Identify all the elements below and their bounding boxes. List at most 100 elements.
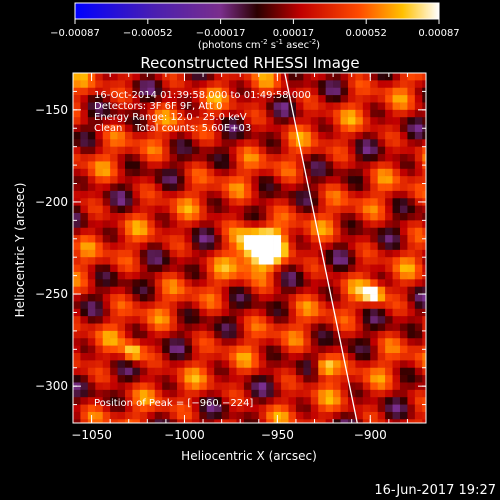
heatmap-cell	[117, 109, 126, 118]
heatmap-cell	[347, 353, 356, 361]
heatmap-cell	[385, 87, 393, 96]
heatmap-cell	[162, 375, 170, 383]
heatmap-cell	[162, 271, 170, 280]
heatmap-cell	[303, 102, 312, 111]
heatmap-cell	[325, 257, 334, 265]
heatmap-cell	[422, 139, 426, 148]
heatmap-cell	[110, 389, 118, 398]
heatmap-cell	[407, 131, 416, 140]
heatmap-cell	[206, 183, 215, 192]
heatmap-cell	[340, 375, 349, 383]
heatmap-cell	[347, 360, 356, 369]
heatmap-cell	[80, 190, 89, 199]
heatmap-cell	[273, 301, 282, 310]
heatmap-cell	[73, 323, 81, 332]
heatmap-cell	[333, 235, 341, 243]
heatmap-cell	[340, 397, 349, 405]
heatmap-cell	[251, 124, 260, 133]
heatmap-cell	[422, 220, 426, 229]
heatmap-cell	[229, 109, 237, 118]
heatmap-cell	[102, 205, 111, 214]
heatmap-cell	[318, 345, 326, 354]
heatmap-cell	[303, 345, 312, 354]
heatmap-cell	[147, 73, 156, 81]
heatmap-cell	[399, 87, 408, 96]
heatmap-cell	[214, 279, 222, 288]
heatmap-cell	[132, 168, 141, 177]
heatmap-cell	[206, 301, 215, 310]
heatmap-cell	[288, 131, 297, 140]
heatmap-cell	[229, 235, 237, 243]
heatmap-cell	[229, 419, 237, 423]
heatmap-cell	[295, 286, 304, 295]
heatmap-cell	[355, 161, 364, 170]
heatmap-cell	[95, 242, 104, 251]
heatmap-cell	[125, 286, 133, 295]
heatmap-cell	[177, 139, 185, 148]
heatmap-cell	[147, 411, 156, 420]
heatmap-cell	[229, 183, 237, 192]
heatmap-cell	[214, 375, 222, 383]
heatmap-cell	[154, 139, 163, 148]
heatmap-cell	[325, 294, 334, 302]
heatmap-cell	[117, 80, 126, 89]
heatmap-cell	[206, 227, 215, 236]
heatmap-cell	[258, 183, 267, 192]
heatmap-cell	[229, 389, 237, 398]
heatmap-cell	[303, 301, 312, 310]
heatmap-cell	[206, 271, 215, 280]
heatmap-cell	[281, 316, 289, 324]
heatmap-cell	[199, 242, 208, 251]
heatmap-cell	[125, 411, 133, 420]
heatmap-cell	[162, 117, 170, 125]
heatmap-cell	[139, 124, 148, 133]
heatmap-cell	[87, 139, 96, 148]
heatmap-cell	[318, 419, 326, 423]
x-axis-label: Heliocentric X (arcsec)	[181, 449, 317, 463]
heatmap-cell	[295, 124, 304, 133]
heatmap-cell	[229, 198, 237, 206]
heatmap-cell	[340, 161, 349, 170]
heatmap-cell	[87, 183, 96, 192]
heatmap-cell	[80, 375, 89, 383]
heatmap-cell	[169, 360, 178, 369]
heatmap-cell	[333, 80, 341, 89]
heatmap-cell	[147, 242, 156, 251]
heatmap-cell	[310, 87, 319, 96]
heatmap-cell	[162, 95, 170, 103]
heatmap-cell	[206, 279, 215, 288]
heatmap-cell	[102, 286, 111, 295]
heatmap-cell	[80, 198, 89, 206]
heatmap-cell	[162, 382, 170, 391]
heatmap-cell	[80, 117, 89, 125]
heatmap-cell	[288, 271, 297, 280]
heatmap-cell	[95, 168, 104, 177]
heatmap-cell	[184, 87, 193, 96]
heatmap-cell	[392, 139, 401, 148]
heatmap-cell	[110, 271, 118, 280]
heatmap-cell	[139, 161, 148, 170]
heatmap-cell	[325, 161, 334, 170]
heatmap-cell	[117, 404, 126, 413]
heatmap-cell	[399, 168, 408, 177]
heatmap-cell	[191, 117, 200, 125]
heatmap-cell	[177, 213, 185, 221]
heatmap-cell	[362, 286, 371, 295]
heatmap-cell	[214, 330, 222, 339]
heatmap-cell	[199, 168, 208, 177]
heatmap-cell	[80, 146, 89, 155]
heatmap-cell	[407, 279, 416, 288]
heatmap-cell	[191, 404, 200, 413]
heatmap-cell	[95, 117, 104, 125]
heatmap-cell	[73, 264, 81, 273]
heatmap-cell	[295, 411, 304, 420]
heatmap-cell	[147, 124, 156, 133]
heatmap-cell	[295, 73, 304, 81]
heatmap-cell	[399, 411, 408, 420]
heatmap-cell	[117, 190, 126, 199]
heatmap-cell	[392, 389, 401, 398]
heatmap-cell	[191, 198, 200, 206]
heatmap-cell	[243, 382, 252, 391]
heatmap-cell	[95, 227, 104, 236]
heatmap-cell	[362, 279, 371, 288]
